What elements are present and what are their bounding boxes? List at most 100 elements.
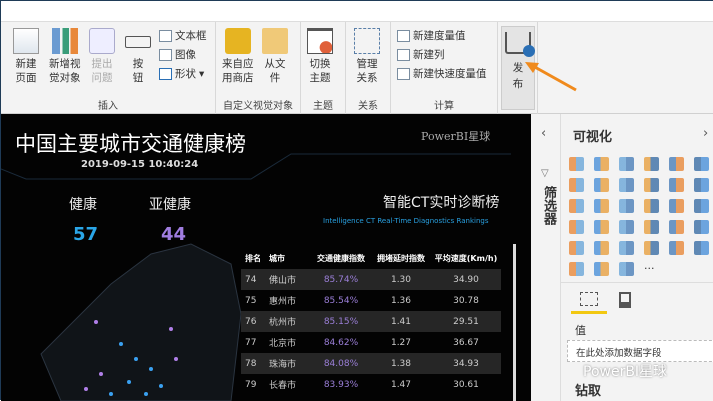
image-icon bbox=[159, 48, 172, 61]
table-cell: 惠州市 bbox=[269, 297, 297, 307]
table-cell: 84.08% bbox=[323, 358, 359, 369]
table-cell: 85.54% bbox=[323, 295, 359, 306]
column-header[interactable]: 平均速度(Km/h) bbox=[434, 253, 498, 263]
buttons-button[interactable]: 按 钮 bbox=[125, 28, 151, 85]
group-label: 计算 bbox=[434, 101, 454, 112]
group-insert: 新建 页面 新增视 觉对象 提出 问题 按 钮 文本框 图像 形状 ▾ 插入 bbox=[1, 22, 216, 115]
table-cell: 78 bbox=[245, 358, 257, 369]
textbox-icon bbox=[159, 29, 172, 42]
shapes-icon bbox=[159, 67, 172, 80]
publish-button[interactable]: 发 布 bbox=[501, 26, 535, 110]
visual-type-icon[interactable] bbox=[669, 241, 684, 255]
visual-type-icon[interactable] bbox=[594, 157, 609, 171]
fields-icon bbox=[580, 292, 598, 306]
visual-type-icon[interactable] bbox=[619, 262, 634, 276]
from-store-button[interactable]: 来自应 用商店 bbox=[222, 28, 254, 85]
image-button[interactable]: 图像 bbox=[159, 47, 196, 62]
from-file-button[interactable]: 从文 件 bbox=[262, 28, 288, 85]
table-cell: 1.38 bbox=[390, 358, 412, 369]
brand-label: PowerBI星球 bbox=[421, 130, 491, 143]
table-row[interactable]: 75 惠州市 85.54% 1.36 30.78 bbox=[241, 290, 501, 311]
ribbon: 新建 页面 新增视 觉对象 提出 问题 按 钮 文本框 图像 形状 ▾ 插入 来… bbox=[1, 21, 713, 115]
column-header[interactable]: 排名 bbox=[245, 253, 261, 263]
filters-pane-collapsed[interactable]: ‹ ▽ 筛选器 bbox=[531, 114, 561, 401]
column-header-sorted[interactable]: 交通健康指数 bbox=[317, 253, 365, 263]
visual-type-icon[interactable] bbox=[644, 220, 659, 234]
visual-type-icon[interactable] bbox=[694, 241, 709, 255]
map-background bbox=[1, 153, 511, 401]
visual-type-icon[interactable] bbox=[644, 157, 659, 171]
visual-type-icon[interactable] bbox=[644, 199, 659, 213]
table-cell: 84.62% bbox=[323, 337, 359, 348]
table-row[interactable]: 74 佛山市 85.74% 1.30 34.90 bbox=[241, 269, 501, 290]
visual-type-icon[interactable] bbox=[644, 178, 659, 192]
visual-type-icon[interactable] bbox=[594, 262, 609, 276]
visual-type-icon[interactable] bbox=[619, 199, 634, 213]
table-cell: 1.30 bbox=[390, 274, 412, 285]
visual-type-icon[interactable] bbox=[644, 241, 659, 255]
table-row[interactable]: 77 北京市 84.62% 1.27 36.67 bbox=[241, 332, 501, 353]
table-cell: 34.90 bbox=[453, 274, 479, 285]
table-cell: 75 bbox=[245, 295, 257, 306]
visual-type-icon[interactable] bbox=[694, 157, 709, 171]
expand-right-icon[interactable]: › bbox=[703, 126, 709, 141]
visual-type-icon[interactable] bbox=[594, 241, 609, 255]
kpi-healthy-value: 57 bbox=[73, 224, 99, 245]
visual-type-icon[interactable] bbox=[569, 241, 584, 255]
fields-tab[interactable] bbox=[571, 292, 607, 314]
visual-type-icon[interactable] bbox=[669, 178, 684, 192]
column-header[interactable]: 城市 bbox=[269, 253, 285, 263]
ranking-title: 智能CT实时诊断榜 bbox=[383, 195, 500, 211]
visual-type-icon[interactable] bbox=[569, 178, 584, 192]
report-datetime: 2019-09-15 10:40:24 bbox=[81, 159, 199, 170]
visual-type-icon[interactable] bbox=[619, 220, 634, 234]
table-row[interactable]: 76 杭州市 85.15% 1.41 29.51 bbox=[241, 311, 501, 332]
visual-type-icon[interactable] bbox=[569, 262, 584, 276]
values-drop-zone[interactable]: 在此处添加数据字段 bbox=[567, 340, 713, 362]
visual-type-icon[interactable] bbox=[594, 178, 609, 192]
table-scrollbar[interactable] bbox=[513, 244, 516, 401]
new-visual-button[interactable]: 新增视 觉对象 bbox=[49, 28, 81, 85]
visual-type-icon[interactable] bbox=[694, 199, 709, 213]
manage-relationships-button[interactable]: 管理 关系 bbox=[354, 28, 380, 85]
button-icon bbox=[125, 36, 151, 48]
shapes-button[interactable]: 形状 ▾ bbox=[159, 66, 204, 81]
textbox-button[interactable]: 文本框 bbox=[159, 28, 207, 43]
visual-type-icon[interactable] bbox=[669, 199, 684, 213]
visual-type-icon[interactable] bbox=[594, 199, 609, 213]
table-cell: 79 bbox=[245, 379, 257, 390]
new-measure-button[interactable]: 新建度量值 bbox=[397, 28, 466, 43]
arrow-annotation bbox=[525, 62, 577, 92]
group-label: 主题 bbox=[313, 101, 333, 112]
visual-type-icon[interactable] bbox=[619, 157, 634, 171]
drillthrough-label: 钻取 bbox=[575, 384, 602, 399]
visual-type-icon[interactable] bbox=[569, 157, 584, 171]
visual-type-icon[interactable] bbox=[619, 178, 634, 192]
quick-measure-icon bbox=[397, 67, 410, 80]
visual-type-icon[interactable] bbox=[569, 220, 584, 234]
switch-theme-button[interactable]: 切换 主题 bbox=[307, 28, 333, 85]
new-page-button[interactable]: 新建 页面 bbox=[13, 28, 39, 85]
values-label: 值 bbox=[575, 324, 586, 337]
column-header[interactable]: 拥堵延时指数 bbox=[377, 253, 425, 263]
table-row[interactable]: 79 长春市 83.93% 1.47 30.61 bbox=[241, 374, 501, 395]
new-quick-measure-button[interactable]: 新建快速度量值 bbox=[397, 66, 487, 81]
visual-type-icon[interactable] bbox=[694, 220, 709, 234]
publish-icon bbox=[505, 32, 535, 57]
visual-type-icon[interactable] bbox=[569, 199, 584, 213]
kpi-healthy-label: 健康 bbox=[69, 197, 97, 213]
ask-question-button[interactable]: 提出 问题 bbox=[89, 28, 115, 85]
visual-type-icon[interactable] bbox=[594, 220, 609, 234]
group-label: 插入 bbox=[98, 101, 118, 112]
visual-type-icon[interactable] bbox=[669, 157, 684, 171]
table-cell: 77 bbox=[245, 337, 257, 348]
visual-type-icon[interactable] bbox=[669, 220, 684, 234]
table-row[interactable]: 78 珠海市 84.08% 1.38 34.93 bbox=[241, 353, 501, 374]
format-paint-roller-icon[interactable] bbox=[619, 292, 631, 308]
visual-type-icon[interactable] bbox=[694, 178, 709, 192]
collapse-left-icon[interactable]: ‹ bbox=[541, 126, 547, 141]
more-visuals-icon[interactable]: ··· bbox=[644, 262, 655, 275]
table-cell: 1.27 bbox=[390, 337, 412, 348]
visual-type-icon[interactable] bbox=[619, 241, 634, 255]
new-column-button[interactable]: 新建列 bbox=[397, 47, 445, 62]
